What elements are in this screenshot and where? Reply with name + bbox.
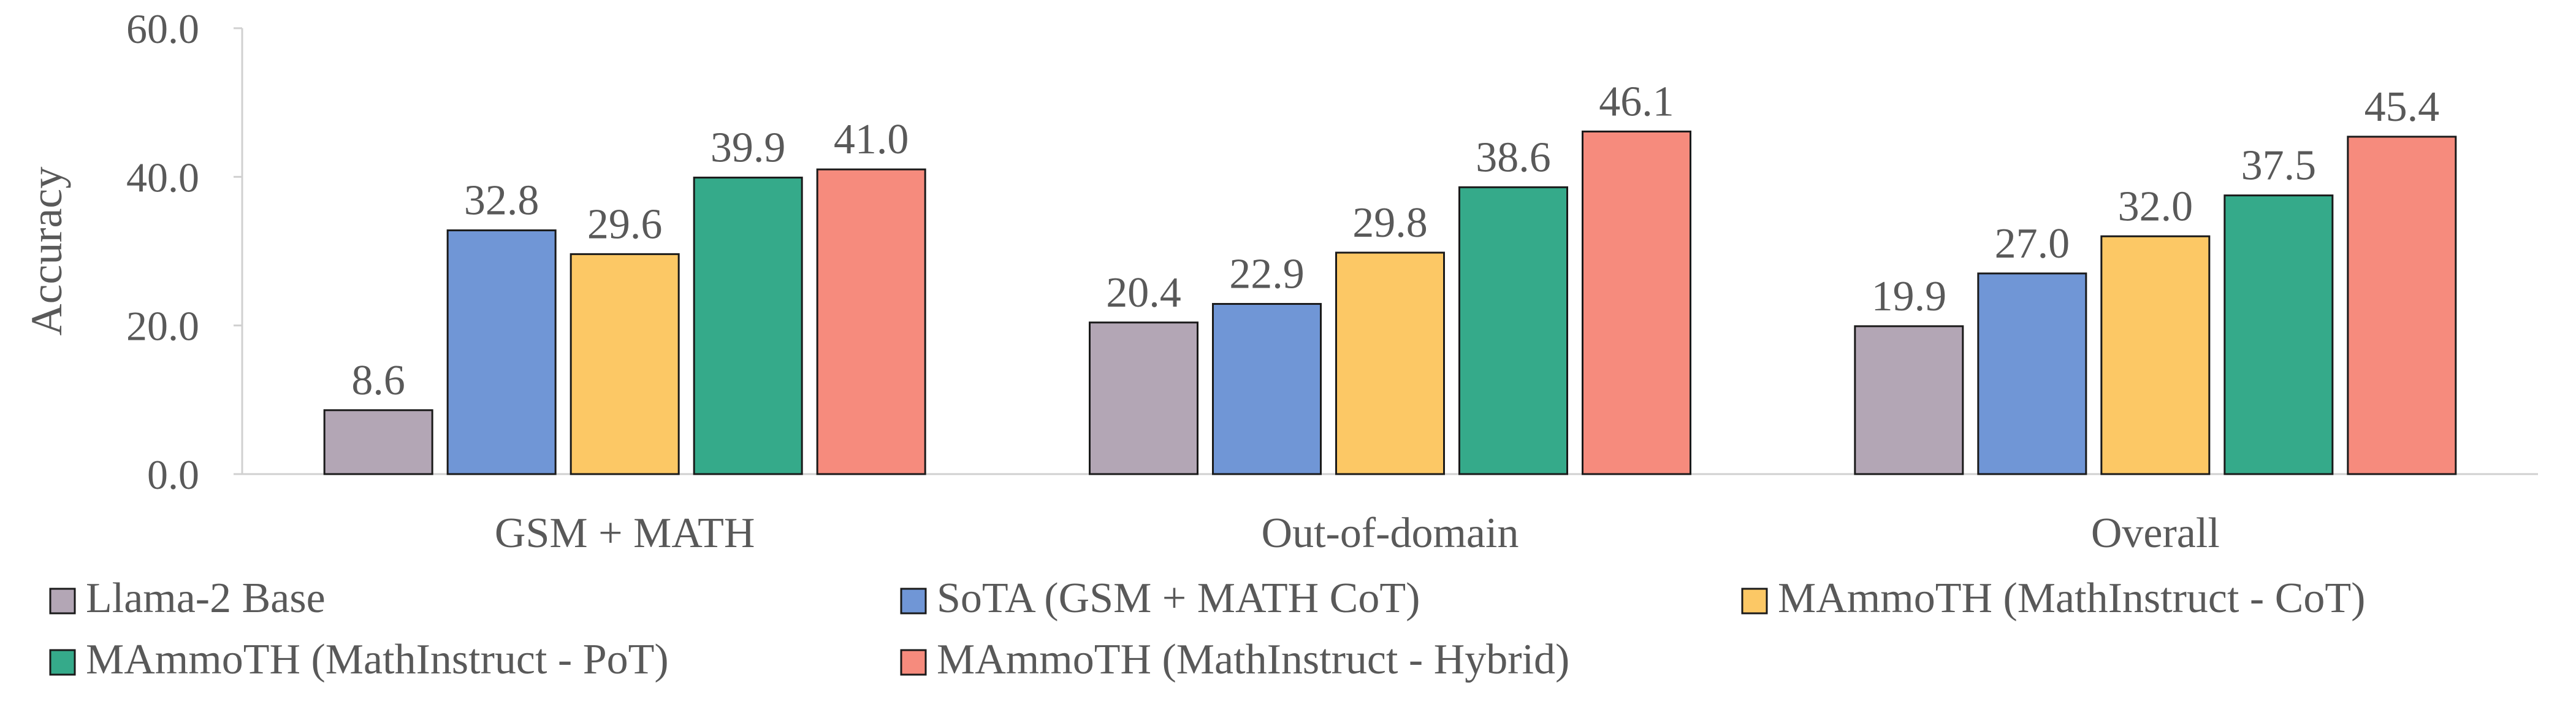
bar-value-label: 41.0	[834, 116, 909, 163]
bar	[446, 229, 557, 475]
bar-value-label: 20.4	[1106, 269, 1181, 316]
x-category-label: Out-of-domain	[1262, 510, 1519, 557]
y-tick-label: 40.0	[126, 154, 199, 201]
bar-value-label: 8.6	[351, 357, 405, 404]
chart-legend: Llama-2 Base SoTA (GSM + MATH CoT) MAmmoTH…	[49, 575, 2365, 683]
legend-label: MAmmoTH (MathInstruct - PoT)	[86, 636, 669, 683]
bar-value-label: 29.6	[587, 201, 663, 248]
legend-label: MAmmoTH (MathInstruct - CoT)	[1778, 575, 2365, 622]
bar-value-label: 29.8	[1352, 199, 1428, 247]
x-category-label: Overall	[2091, 510, 2220, 557]
y-tick-label: 20.0	[126, 303, 199, 350]
y-tick-label: 0.0	[147, 451, 199, 498]
bar	[570, 253, 680, 475]
legend-label: SoTA (GSM + MATH CoT)	[937, 575, 1420, 622]
legend-swatch	[900, 649, 927, 676]
x-category-label: GSM + MATH	[495, 510, 755, 557]
legend-swatch	[49, 588, 76, 615]
chart-data-labels: 8.6 32.8 29.6 39.9 41.0 20.4 22.9 29.8 38.6 46.1 1…	[351, 78, 2439, 404]
bar	[1335, 251, 1445, 475]
bar	[1582, 130, 1691, 475]
chart-bars	[323, 130, 2457, 475]
legend-swatch	[49, 649, 76, 676]
bar-value-label: 46.1	[1599, 78, 1674, 125]
bar-value-label: 32.8	[464, 177, 539, 224]
bar-value-label: 38.6	[1476, 134, 1551, 181]
bar-value-label: 39.9	[711, 125, 786, 172]
bar-value-label: 45.4	[2365, 83, 2440, 131]
bar	[1089, 321, 1198, 475]
legend-swatch	[900, 588, 927, 615]
bar	[2224, 194, 2334, 475]
bar	[323, 409, 433, 475]
legend-label: MAmmoTH (MathInstruct - Hybrid)	[937, 636, 1569, 683]
legend-swatch	[1741, 588, 1768, 615]
bar	[2100, 235, 2211, 475]
bar-value-label: 37.5	[2241, 142, 2317, 190]
bar	[693, 177, 803, 475]
legend-label: Llama-2 Base	[86, 575, 326, 622]
y-axis-title: Accuracy	[22, 167, 71, 336]
bar	[2347, 136, 2457, 475]
bar-value-label: 27.0	[1995, 220, 2070, 267]
bar-value-label: 22.9	[1229, 251, 1305, 298]
bar-value-label: 19.9	[1872, 273, 1947, 320]
y-tick-label: 60.0	[126, 6, 199, 52]
bar	[1977, 272, 2087, 475]
bar	[1212, 303, 1322, 475]
bar	[1854, 325, 1964, 475]
bar	[816, 168, 926, 475]
bar-value-label: 32.0	[2118, 183, 2193, 230]
bar	[1458, 186, 1568, 475]
